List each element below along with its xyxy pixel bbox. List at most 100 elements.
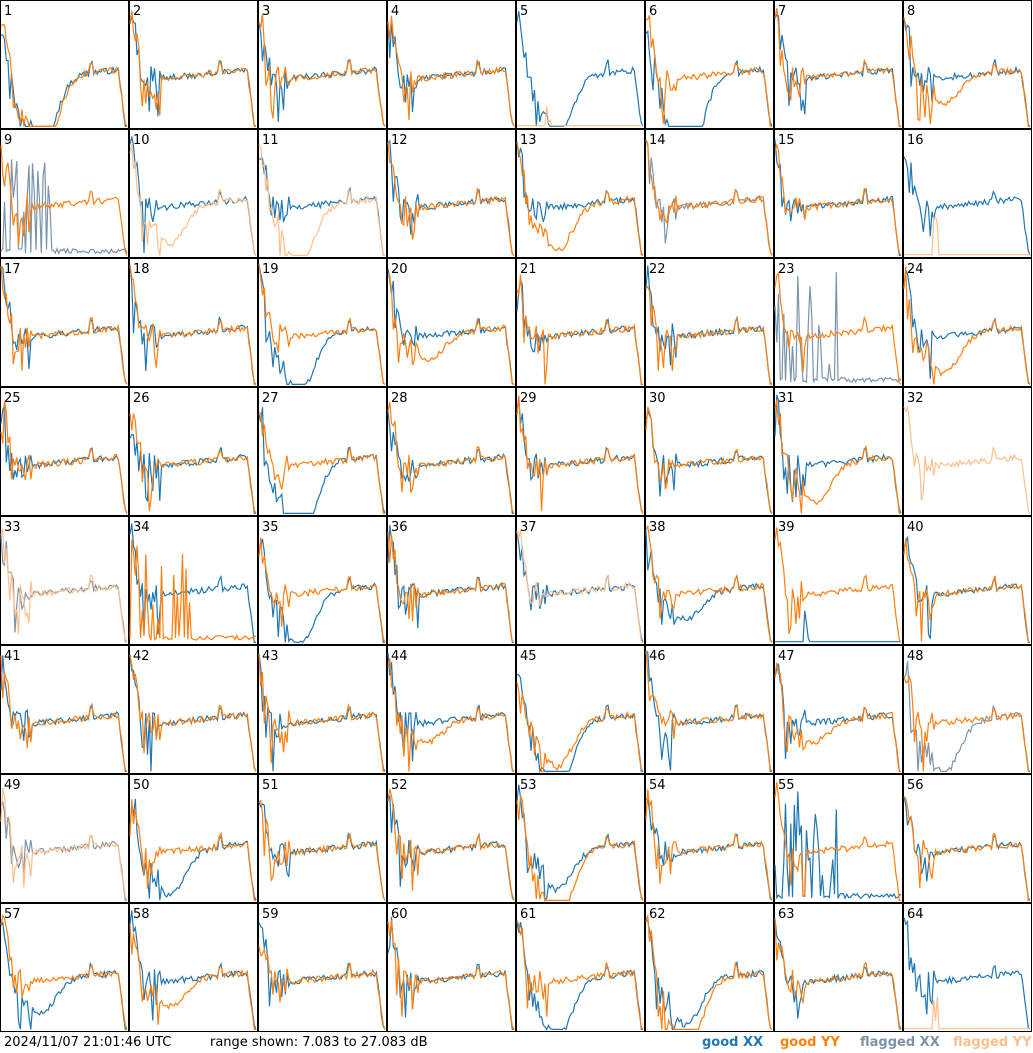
panel-27: 27 [258, 387, 387, 516]
panel-frame [903, 774, 1032, 903]
panel-20: 20 [387, 258, 516, 387]
series-yy [0, 23, 128, 128]
timestamp: 2024/11/07 21:01:46 UTC [4, 1035, 172, 1050]
panel-4: 4 [387, 0, 516, 129]
series-yy [258, 799, 386, 901]
panel-frame [903, 387, 1032, 516]
panel-frame [0, 0, 129, 129]
panel-frame [387, 516, 516, 645]
panel-frame [903, 0, 1032, 129]
series-yy [387, 788, 515, 901]
panel-label: 33 [4, 520, 21, 535]
series-yy [387, 15, 515, 127]
series-yy [0, 655, 128, 772]
series-yy [903, 266, 1031, 385]
panel-17: 17 [0, 258, 129, 387]
series-xx [516, 396, 644, 514]
panel-label: 9 [4, 133, 12, 148]
panel-16: 16 [903, 129, 1032, 258]
series-yy [774, 782, 901, 902]
panel-frame [516, 129, 645, 258]
panel-frame [258, 903, 387, 1032]
panel-label: 35 [262, 520, 279, 535]
panel-frame [774, 387, 903, 516]
panel-label: 48 [907, 649, 924, 664]
series-yy [129, 264, 256, 386]
panel-label: 57 [4, 907, 21, 922]
panel-label: 60 [391, 907, 408, 922]
panel-frame [645, 774, 774, 903]
panel-32: 32 [903, 387, 1032, 516]
panel-label: 47 [778, 649, 795, 664]
panel-frame [645, 0, 774, 129]
series-yy [516, 920, 644, 1030]
panel-49: 49 [0, 774, 129, 903]
panel-frame [0, 258, 129, 387]
panel-39: 39 [774, 516, 903, 645]
panel-frame [258, 516, 387, 645]
series-yy [516, 141, 644, 256]
series-yy [774, 662, 901, 773]
panel-label: 20 [391, 262, 408, 277]
panel-label: 13 [520, 133, 537, 148]
series-xx [645, 265, 773, 385]
series-xx [0, 921, 127, 1031]
panel-label: 23 [778, 262, 795, 277]
series-yy [645, 789, 773, 901]
series-yy [774, 527, 902, 643]
panel-label: 14 [649, 133, 666, 148]
panel-label: 62 [649, 907, 666, 922]
series-xx [774, 139, 901, 257]
panel-frame [645, 129, 774, 258]
series-yy [645, 139, 773, 256]
series-xx [516, 674, 643, 774]
panel-frame [258, 258, 387, 387]
series-yy [645, 650, 773, 772]
panel-31: 31 [774, 387, 903, 516]
panel-label: 29 [520, 391, 537, 406]
panel-frame [129, 645, 258, 774]
panel-64: 64 [903, 903, 1032, 1032]
series-xx [774, 663, 901, 773]
series-yy [645, 15, 772, 128]
panel-12: 12 [387, 129, 516, 258]
series-xx [903, 917, 1031, 1030]
panel-33: 33 [0, 516, 129, 645]
panel-7: 7 [774, 0, 903, 129]
panel-40: 40 [903, 516, 1032, 645]
panel-label: 43 [262, 649, 279, 664]
series-yy [774, 143, 902, 256]
panel-frame [387, 774, 516, 903]
series-yy [904, 215, 1030, 256]
panel-label: 24 [907, 262, 924, 277]
panel-label: 52 [391, 778, 408, 793]
panel-29: 29 [516, 387, 645, 516]
series-yy [387, 274, 515, 385]
series-yy [645, 285, 773, 385]
series-yy [129, 799, 256, 902]
panel-frame [903, 129, 1032, 258]
series-yy [774, 8, 901, 128]
series-yy [129, 413, 257, 514]
panel-label: 6 [649, 4, 657, 19]
panel-label: 12 [391, 133, 408, 148]
series-xx [1, 34, 127, 128]
panel-label: 19 [262, 262, 279, 277]
panel-frame [645, 258, 774, 387]
panel-5: 5 [516, 0, 645, 129]
panel-label: 7 [778, 4, 786, 19]
series-yy [258, 653, 385, 773]
panel-36: 36 [387, 516, 516, 645]
series-xx [645, 920, 773, 1031]
series-yy [645, 915, 773, 1031]
series-yy [517, 106, 643, 127]
panel-frame [0, 774, 129, 903]
panel-label: 42 [133, 649, 150, 664]
series-xx [129, 14, 257, 127]
panel-18: 18 [129, 258, 258, 387]
series-yy [258, 537, 386, 643]
panel-label: 1 [4, 4, 12, 19]
panel-35: 35 [258, 516, 387, 645]
panel-frame [387, 645, 516, 774]
panel-label: 8 [907, 4, 915, 19]
